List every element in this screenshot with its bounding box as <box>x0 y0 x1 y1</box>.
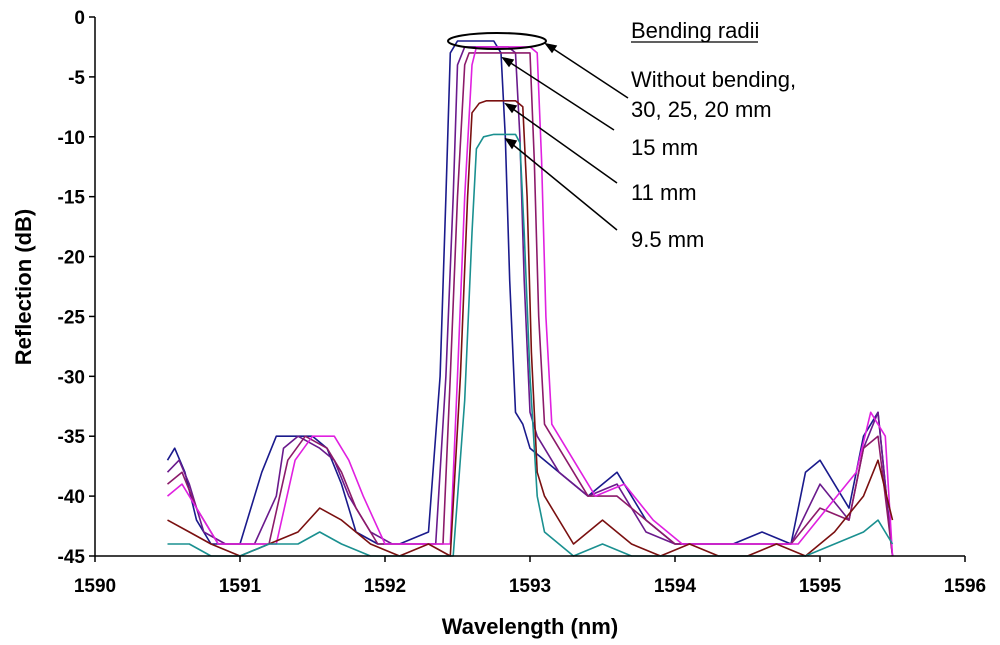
x-tick-layer: 1590 1591 1592 1593 1594 1595 1596 <box>74 556 986 597</box>
arrowhead-1 <box>544 42 558 54</box>
y-tick-label: -45 <box>58 547 86 568</box>
series-line-4 <box>166 46 894 557</box>
y-tick-label: -30 <box>58 367 85 388</box>
x-tick-label: 1590 <box>74 576 116 597</box>
x-tick-label: 1591 <box>219 576 262 597</box>
x-tick-label: 1595 <box>799 576 842 597</box>
arrowhead-3 <box>504 102 518 114</box>
arrow-2 <box>502 57 615 131</box>
annotation-label-2: 30, 25, 20 mm <box>631 97 772 122</box>
arrow-4 <box>505 138 618 231</box>
legend-title: Bending radii <box>631 18 759 43</box>
x-tick-label: 1593 <box>509 576 551 597</box>
y-tick-label: -15 <box>58 188 86 209</box>
x-tick-label: 1594 <box>654 576 697 597</box>
series-line-1 <box>166 40 894 557</box>
y-tick-label: 0 <box>74 8 85 29</box>
annotation-label-4: 11 mm <box>631 180 697 205</box>
arrow-3 <box>505 103 618 184</box>
arrowhead-4 <box>504 137 518 150</box>
y-tick-label: -20 <box>58 248 85 269</box>
y-tick-layer: 0 -5 -10 -15 -20 -25 -30 -35 -40 -45 <box>58 8 95 568</box>
y-tick-label: -5 <box>68 68 85 89</box>
y-tick-label: -25 <box>58 307 86 328</box>
series-layer <box>166 40 894 557</box>
x-tick-label: 1596 <box>944 576 986 597</box>
y-tick-label: -10 <box>58 128 85 149</box>
y-tick-label: -35 <box>58 427 86 448</box>
arrow-1 <box>545 43 629 99</box>
peak-highlight-ellipse <box>447 32 547 50</box>
series-line-5 <box>167 100 894 557</box>
annotation-label-5: 9.5 mm <box>631 227 704 252</box>
y-axis-title: Reflection (dB) <box>11 209 36 365</box>
annotation-label-1: Without bending, <box>631 67 796 92</box>
annotation-label-3: 15 mm <box>631 135 698 160</box>
y-tick-label: -40 <box>58 487 85 508</box>
annotation-arrows <box>501 42 629 231</box>
arrowhead-2 <box>501 56 515 68</box>
x-tick-label: 1592 <box>364 576 406 597</box>
x-axis-title: Wavelength (nm) <box>442 614 618 639</box>
